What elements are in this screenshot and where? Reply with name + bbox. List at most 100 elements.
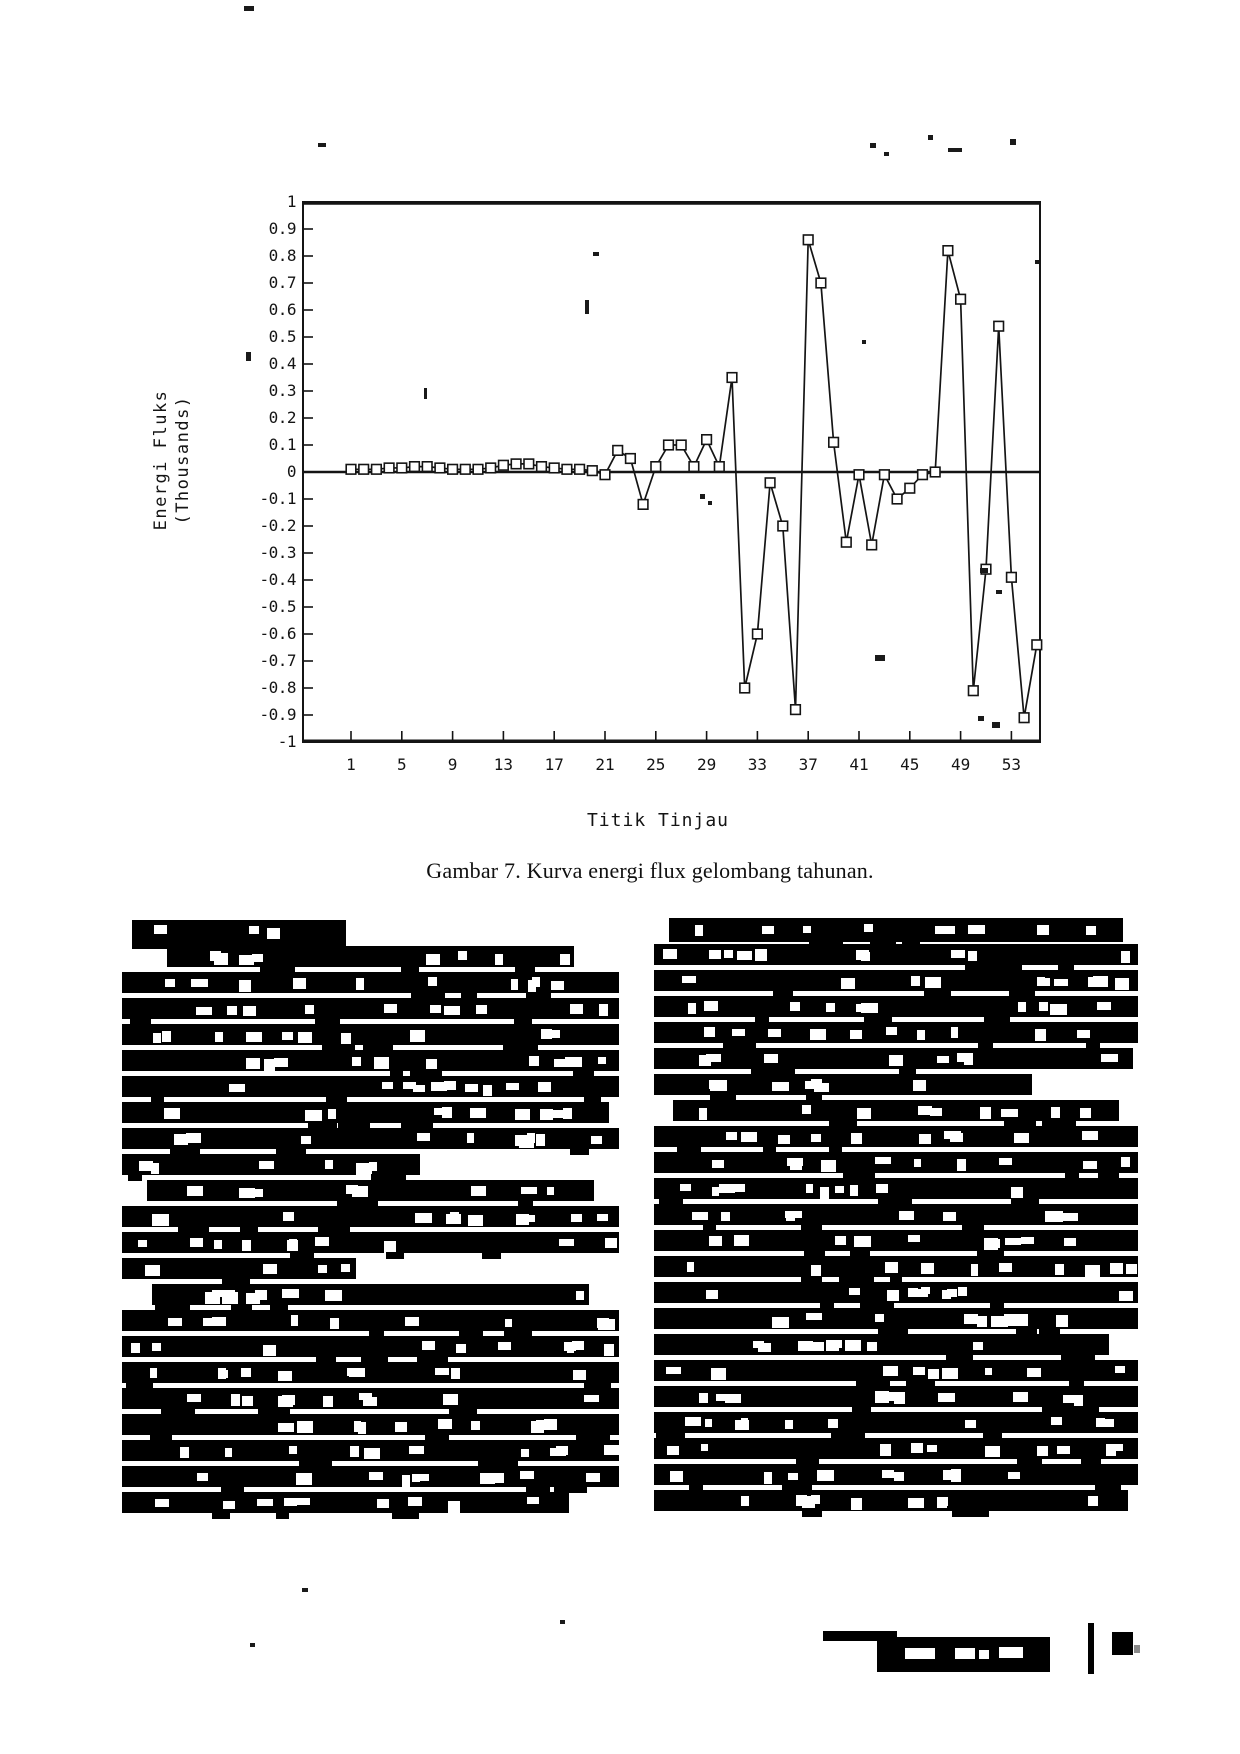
redaction-gap bbox=[786, 1211, 795, 1221]
scan-speck bbox=[302, 1588, 308, 1592]
redaction-bridge bbox=[425, 1434, 449, 1441]
redaction-gap bbox=[341, 1264, 350, 1272]
redaction-gap bbox=[856, 1004, 870, 1012]
redaction-gap bbox=[716, 1394, 727, 1401]
y-tick-label: 0.4 bbox=[269, 354, 296, 373]
redaction-gap bbox=[494, 1473, 504, 1483]
redaction-gap bbox=[1054, 979, 1068, 986]
redaction-bridge bbox=[459, 1330, 483, 1337]
redaction-gap bbox=[1121, 951, 1130, 963]
x-tick-label: 53 bbox=[1002, 755, 1021, 774]
redaction-gap bbox=[283, 1212, 294, 1221]
redaction-gap bbox=[999, 1263, 1012, 1272]
redaction-gap bbox=[519, 1136, 534, 1148]
redaction-gap bbox=[764, 1472, 772, 1484]
redaction-gap bbox=[584, 1395, 599, 1402]
redaction-gap bbox=[851, 1133, 862, 1144]
redaction-gap bbox=[741, 1496, 749, 1506]
data-point-marker bbox=[485, 462, 497, 474]
redaction-gap bbox=[470, 1108, 486, 1118]
redacted-text-line bbox=[654, 1386, 1138, 1407]
redaction-bridge bbox=[723, 1042, 756, 1049]
redaction-gap bbox=[1085, 1265, 1100, 1277]
redaction-gap bbox=[413, 1085, 425, 1092]
y-tick-label: 0.3 bbox=[269, 381, 296, 400]
redaction-gap bbox=[384, 1004, 397, 1013]
redaction-gap bbox=[476, 1005, 487, 1014]
redaction-gap bbox=[374, 1057, 389, 1069]
redaction-gap bbox=[377, 1499, 389, 1508]
redaction-gap bbox=[854, 1236, 871, 1247]
redaction-gap bbox=[246, 1058, 260, 1069]
redaction-bridge bbox=[850, 1250, 870, 1257]
redaction-bridge bbox=[417, 1356, 448, 1363]
scan-speck bbox=[246, 352, 251, 361]
redaction-gap bbox=[164, 1108, 180, 1119]
redaction-gap bbox=[529, 1056, 539, 1066]
redaction-gap bbox=[811, 1495, 820, 1504]
redaction-gap bbox=[241, 1368, 251, 1377]
redaction-gap bbox=[1037, 925, 1049, 935]
redaction-gap bbox=[315, 1237, 329, 1246]
redaction-gap bbox=[706, 1054, 721, 1062]
redaction-bridge bbox=[170, 1148, 200, 1155]
scan-speck bbox=[992, 722, 1000, 728]
x-tick-label: 29 bbox=[697, 755, 716, 774]
redacted-text-line bbox=[122, 1024, 619, 1045]
data-point-marker bbox=[789, 703, 802, 716]
data-point-marker bbox=[815, 277, 827, 289]
redaction-gap bbox=[687, 1262, 694, 1272]
y-tick-label: 0.6 bbox=[269, 300, 296, 319]
x-tick-label: 33 bbox=[748, 755, 767, 774]
redaction-gap bbox=[571, 1214, 582, 1222]
redaction-gap bbox=[1057, 1446, 1070, 1454]
redaction-bridge bbox=[829, 1146, 842, 1153]
redacted-text-line bbox=[654, 1048, 1133, 1069]
data-point-marker bbox=[523, 458, 535, 470]
redaction-gap bbox=[928, 1369, 939, 1379]
series-line bbox=[351, 238, 1038, 719]
redaction-gap bbox=[430, 1005, 441, 1013]
y-tick-label: 0.8 bbox=[269, 246, 296, 265]
redaction-gap bbox=[917, 1030, 925, 1040]
data-point-marker bbox=[345, 463, 357, 475]
scan-speck bbox=[884, 152, 889, 156]
redaction-bridge bbox=[369, 1330, 384, 1337]
scan-speck bbox=[585, 300, 589, 314]
redaction-bridge bbox=[221, 1486, 244, 1493]
redaction-gap bbox=[422, 1341, 435, 1350]
data-point-marker bbox=[916, 469, 929, 481]
redaction-gap bbox=[968, 925, 985, 934]
scan-speck bbox=[870, 143, 876, 148]
data-point-marker bbox=[904, 482, 916, 494]
redaction-gap bbox=[958, 1287, 967, 1296]
redaction-gap bbox=[215, 1032, 223, 1042]
scan-speck bbox=[875, 655, 885, 661]
data-point-marker bbox=[434, 462, 446, 474]
redacted-text-line bbox=[669, 918, 1123, 942]
redacted-text-line bbox=[122, 1154, 420, 1175]
redaction-gap bbox=[1063, 1395, 1079, 1403]
redaction-gap bbox=[278, 1423, 294, 1432]
redaction-gap bbox=[985, 1446, 1000, 1457]
redaction-gap bbox=[350, 1446, 359, 1457]
redacted-text-line bbox=[654, 1230, 1138, 1251]
redaction-bridge bbox=[150, 1434, 172, 1441]
data-point-marker bbox=[853, 469, 865, 481]
data-point-marker bbox=[383, 462, 395, 474]
redaction-gap bbox=[887, 1290, 899, 1301]
redaction-gap bbox=[369, 1472, 383, 1480]
redaction-bridge bbox=[831, 1432, 865, 1439]
redaction-gap bbox=[1115, 978, 1129, 990]
redaction-bridge bbox=[1017, 1458, 1042, 1465]
redaction-gap bbox=[186, 1133, 201, 1143]
redaction-gap bbox=[762, 926, 774, 934]
redaction-gap bbox=[521, 1449, 529, 1457]
redaction-gap bbox=[131, 1343, 140, 1353]
y-tick-label: 1 bbox=[287, 192, 296, 211]
redacted-footer-block bbox=[1088, 1623, 1094, 1674]
data-point-marker bbox=[942, 245, 954, 257]
redacted-text-line bbox=[147, 1180, 594, 1201]
redaction-gap bbox=[667, 1446, 679, 1455]
data-point-marker bbox=[827, 436, 840, 448]
